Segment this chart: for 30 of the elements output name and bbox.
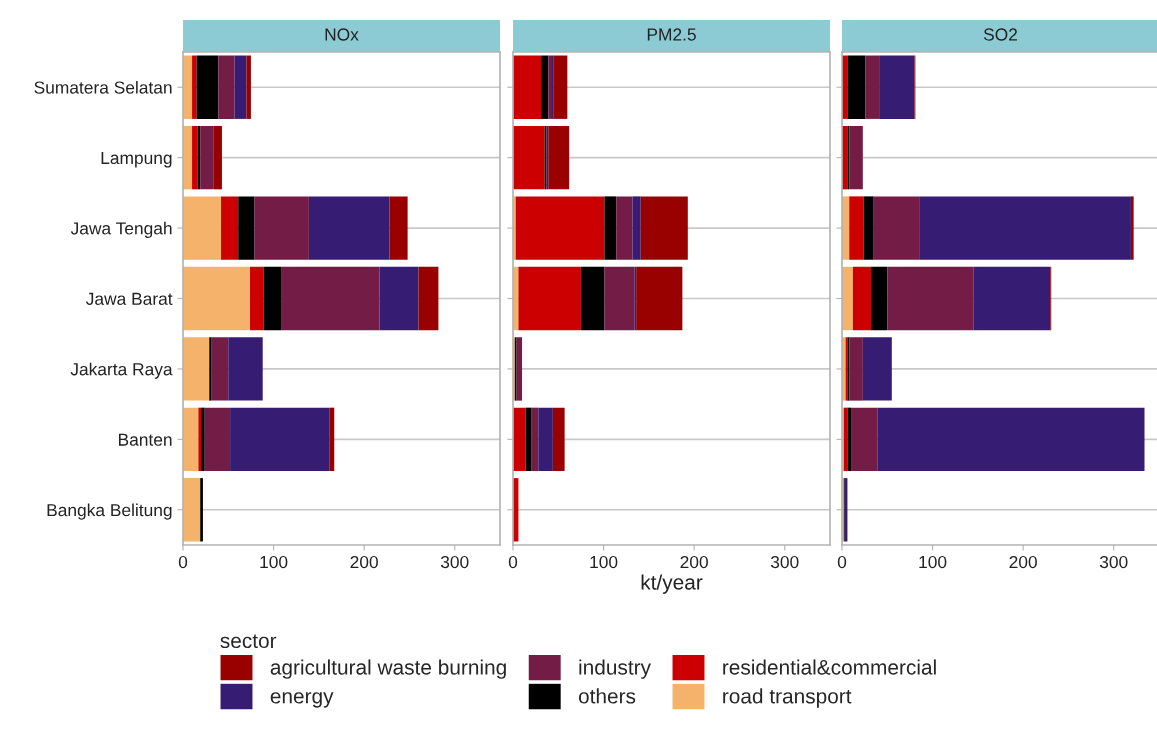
x-tick-label: 0 <box>508 555 518 569</box>
x-tick-label: 0 <box>178 555 188 569</box>
x-tick-label: 100 <box>919 555 947 569</box>
x-tick-label: 300 <box>440 555 469 569</box>
x-tick-label: 200 <box>680 555 708 569</box>
x-tick-label: 300 <box>1099 555 1128 569</box>
x-tick-label: 200 <box>350 555 378 569</box>
legend-label: others <box>578 688 636 704</box>
y-tick-label: Bangka Belitung <box>47 503 172 520</box>
legend-label: agricultural waste burning <box>270 659 506 679</box>
y-tick-label: Sumatera Selatan <box>34 80 172 94</box>
x-tick-label: 300 <box>770 555 799 569</box>
legend-label: residential&commercial <box>723 659 936 675</box>
legend-label: road transport <box>723 688 852 708</box>
x-tick-label: 100 <box>260 555 288 569</box>
legend-label: industry <box>579 659 651 679</box>
x-tick-label: 0 <box>837 555 847 569</box>
legend-title: sector <box>220 634 277 649</box>
chart-title: PM2.5 <box>647 28 696 41</box>
y-tick-label: Lampung <box>101 151 172 168</box>
x-tick-label: 100 <box>590 555 618 569</box>
x-axis-title: kt/year <box>641 574 703 594</box>
chart-title: NOx <box>325 28 359 41</box>
legend-label: energy <box>270 692 334 708</box>
y-tick-label: Jawa Barat <box>86 292 173 305</box>
y-tick-label: Jawa Tengah <box>70 221 172 238</box>
y-tick-label: Banten <box>118 433 172 446</box>
x-tick-label: 200 <box>1009 555 1037 569</box>
chart-title: SO2 <box>983 28 1017 41</box>
y-tick-label: Jakarta Raya <box>70 362 173 379</box>
